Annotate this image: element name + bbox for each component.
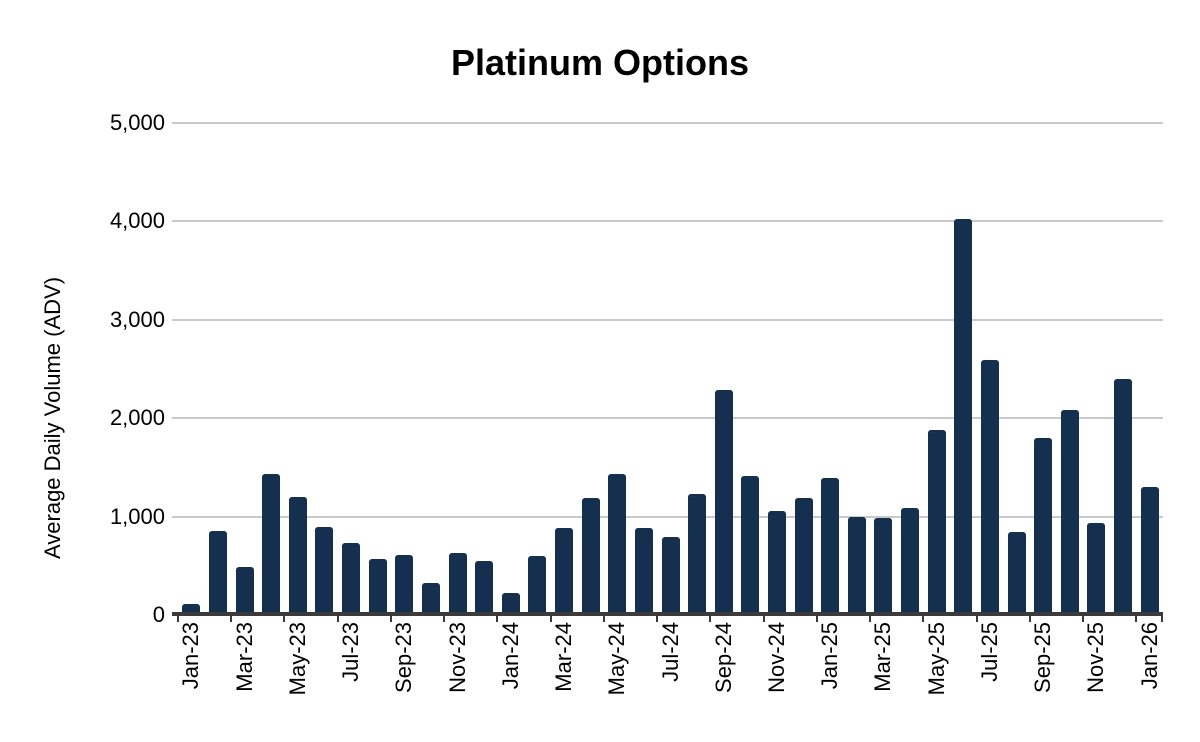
x-axis-tick bbox=[283, 616, 286, 622]
bar-Jan-26 bbox=[1140, 486, 1159, 615]
bar-Oct-24 bbox=[741, 476, 760, 615]
bar-Jun-25 bbox=[954, 219, 973, 615]
x-axis-tick bbox=[230, 616, 233, 622]
x-tick-label-Mar-25: Mar-25 bbox=[870, 622, 896, 692]
bar-Jan-23 bbox=[182, 604, 201, 615]
x-tick-label-Jul-23: Jul-23 bbox=[338, 622, 364, 682]
bar-Apr-23 bbox=[262, 474, 281, 615]
bar-Aug-25 bbox=[1007, 531, 1026, 615]
bar-Aug-23 bbox=[368, 558, 387, 615]
x-axis-tick bbox=[389, 616, 392, 622]
bar-Apr-25 bbox=[901, 508, 920, 615]
x-tick-label-Jan-23: Jan-23 bbox=[178, 622, 204, 690]
bar-Feb-23 bbox=[208, 530, 227, 615]
x-axis-tick bbox=[602, 616, 605, 622]
bar-Jun-23 bbox=[315, 527, 334, 615]
y-axis-title: Average Daily Volume (ADV) bbox=[40, 276, 65, 559]
x-axis-tick bbox=[869, 616, 872, 622]
bar-Nov-25 bbox=[1087, 523, 1106, 615]
x-axis-tick bbox=[549, 616, 552, 622]
gridline bbox=[172, 318, 1163, 321]
gridline bbox=[172, 515, 1163, 518]
gridline bbox=[172, 220, 1163, 223]
y-tick-label: 4,000 bbox=[109, 208, 165, 234]
x-tick-label-Jul-24: Jul-24 bbox=[657, 622, 683, 682]
bar-Sep-23 bbox=[395, 554, 414, 615]
x-axis-tick bbox=[496, 616, 499, 622]
gridline bbox=[172, 122, 1163, 124]
bar-Jul-23 bbox=[342, 543, 361, 615]
x-axis-tick bbox=[1028, 616, 1031, 622]
bar-May-25 bbox=[927, 430, 946, 615]
bar-May-24 bbox=[608, 474, 627, 615]
bar-Jan-25 bbox=[821, 478, 840, 615]
x-tick-label-Jul-25: Jul-25 bbox=[976, 622, 1002, 682]
x-axis-tick bbox=[1135, 616, 1138, 622]
x-tick-label-Sep-24: Sep-24 bbox=[710, 622, 736, 693]
x-axis-tick bbox=[922, 616, 925, 622]
bar-May-23 bbox=[288, 496, 307, 615]
x-tick-label-Jan-25: Jan-25 bbox=[817, 622, 843, 690]
x-axis-tick bbox=[443, 616, 446, 622]
x-axis-tick bbox=[1161, 616, 1163, 622]
x-tick-label-Nov-25: Nov-25 bbox=[1083, 622, 1109, 693]
x-axis-tick bbox=[1082, 616, 1085, 622]
bar-Oct-23 bbox=[421, 582, 440, 615]
x-axis-tick bbox=[336, 616, 339, 622]
x-tick-label-Mar-23: Mar-23 bbox=[231, 622, 257, 692]
bar-Sep-25 bbox=[1034, 438, 1053, 615]
y-tick-label: 2,000 bbox=[109, 405, 165, 431]
bar-Nov-23 bbox=[448, 552, 467, 615]
chart-title: Platinum Options bbox=[450, 42, 749, 83]
x-tick-label-May-25: May-25 bbox=[923, 622, 949, 696]
bar-Aug-24 bbox=[688, 493, 707, 615]
gridline bbox=[172, 417, 1163, 420]
bar-Oct-25 bbox=[1060, 409, 1079, 615]
x-tick-label-Jan-24: Jan-24 bbox=[497, 622, 523, 690]
bar-Jan-24 bbox=[501, 592, 520, 615]
x-axis-line bbox=[172, 612, 1163, 616]
bar-Jul-25 bbox=[980, 360, 999, 615]
bar-Sep-24 bbox=[714, 390, 733, 615]
x-tick-label-Jan-26: Jan-26 bbox=[1136, 622, 1162, 690]
x-tick-label-Nov-24: Nov-24 bbox=[763, 622, 789, 693]
x-tick-label-Sep-25: Sep-25 bbox=[1030, 622, 1056, 693]
bar-Dec-23 bbox=[475, 560, 494, 615]
x-axis-tick bbox=[177, 616, 179, 622]
bar-Jun-24 bbox=[634, 528, 653, 615]
bars-plot-area bbox=[178, 123, 1163, 615]
bar-Apr-24 bbox=[581, 498, 600, 615]
bar-Feb-25 bbox=[847, 516, 866, 615]
bar-Feb-24 bbox=[528, 556, 547, 615]
x-tick-label-Nov-23: Nov-23 bbox=[444, 622, 470, 693]
x-axis-tick bbox=[709, 616, 712, 622]
bar-Mar-25 bbox=[874, 518, 893, 615]
bar-Dec-24 bbox=[794, 497, 813, 615]
x-axis-tick bbox=[656, 616, 659, 622]
x-tick-label-May-24: May-24 bbox=[604, 622, 630, 696]
x-axis-tick bbox=[762, 616, 765, 622]
bar-Nov-24 bbox=[767, 510, 786, 615]
bar-Mar-24 bbox=[555, 528, 573, 615]
bar-Jul-24 bbox=[661, 536, 680, 615]
y-tick-label: 0 bbox=[152, 602, 165, 627]
y-tick-label: 1,000 bbox=[109, 503, 165, 529]
bar-Mar-23 bbox=[235, 566, 254, 615]
y-tick-label: 3,000 bbox=[109, 306, 165, 332]
x-axis-tick bbox=[815, 616, 818, 622]
bar-Dec-25 bbox=[1114, 378, 1133, 615]
x-tick-label-Sep-23: Sep-23 bbox=[391, 622, 417, 693]
x-tick-label-Mar-24: Mar-24 bbox=[551, 622, 576, 692]
x-tick-label-May-23: May-23 bbox=[284, 622, 310, 696]
y-tick-label: 5,000 bbox=[109, 110, 165, 135]
x-axis-tick bbox=[975, 616, 978, 622]
